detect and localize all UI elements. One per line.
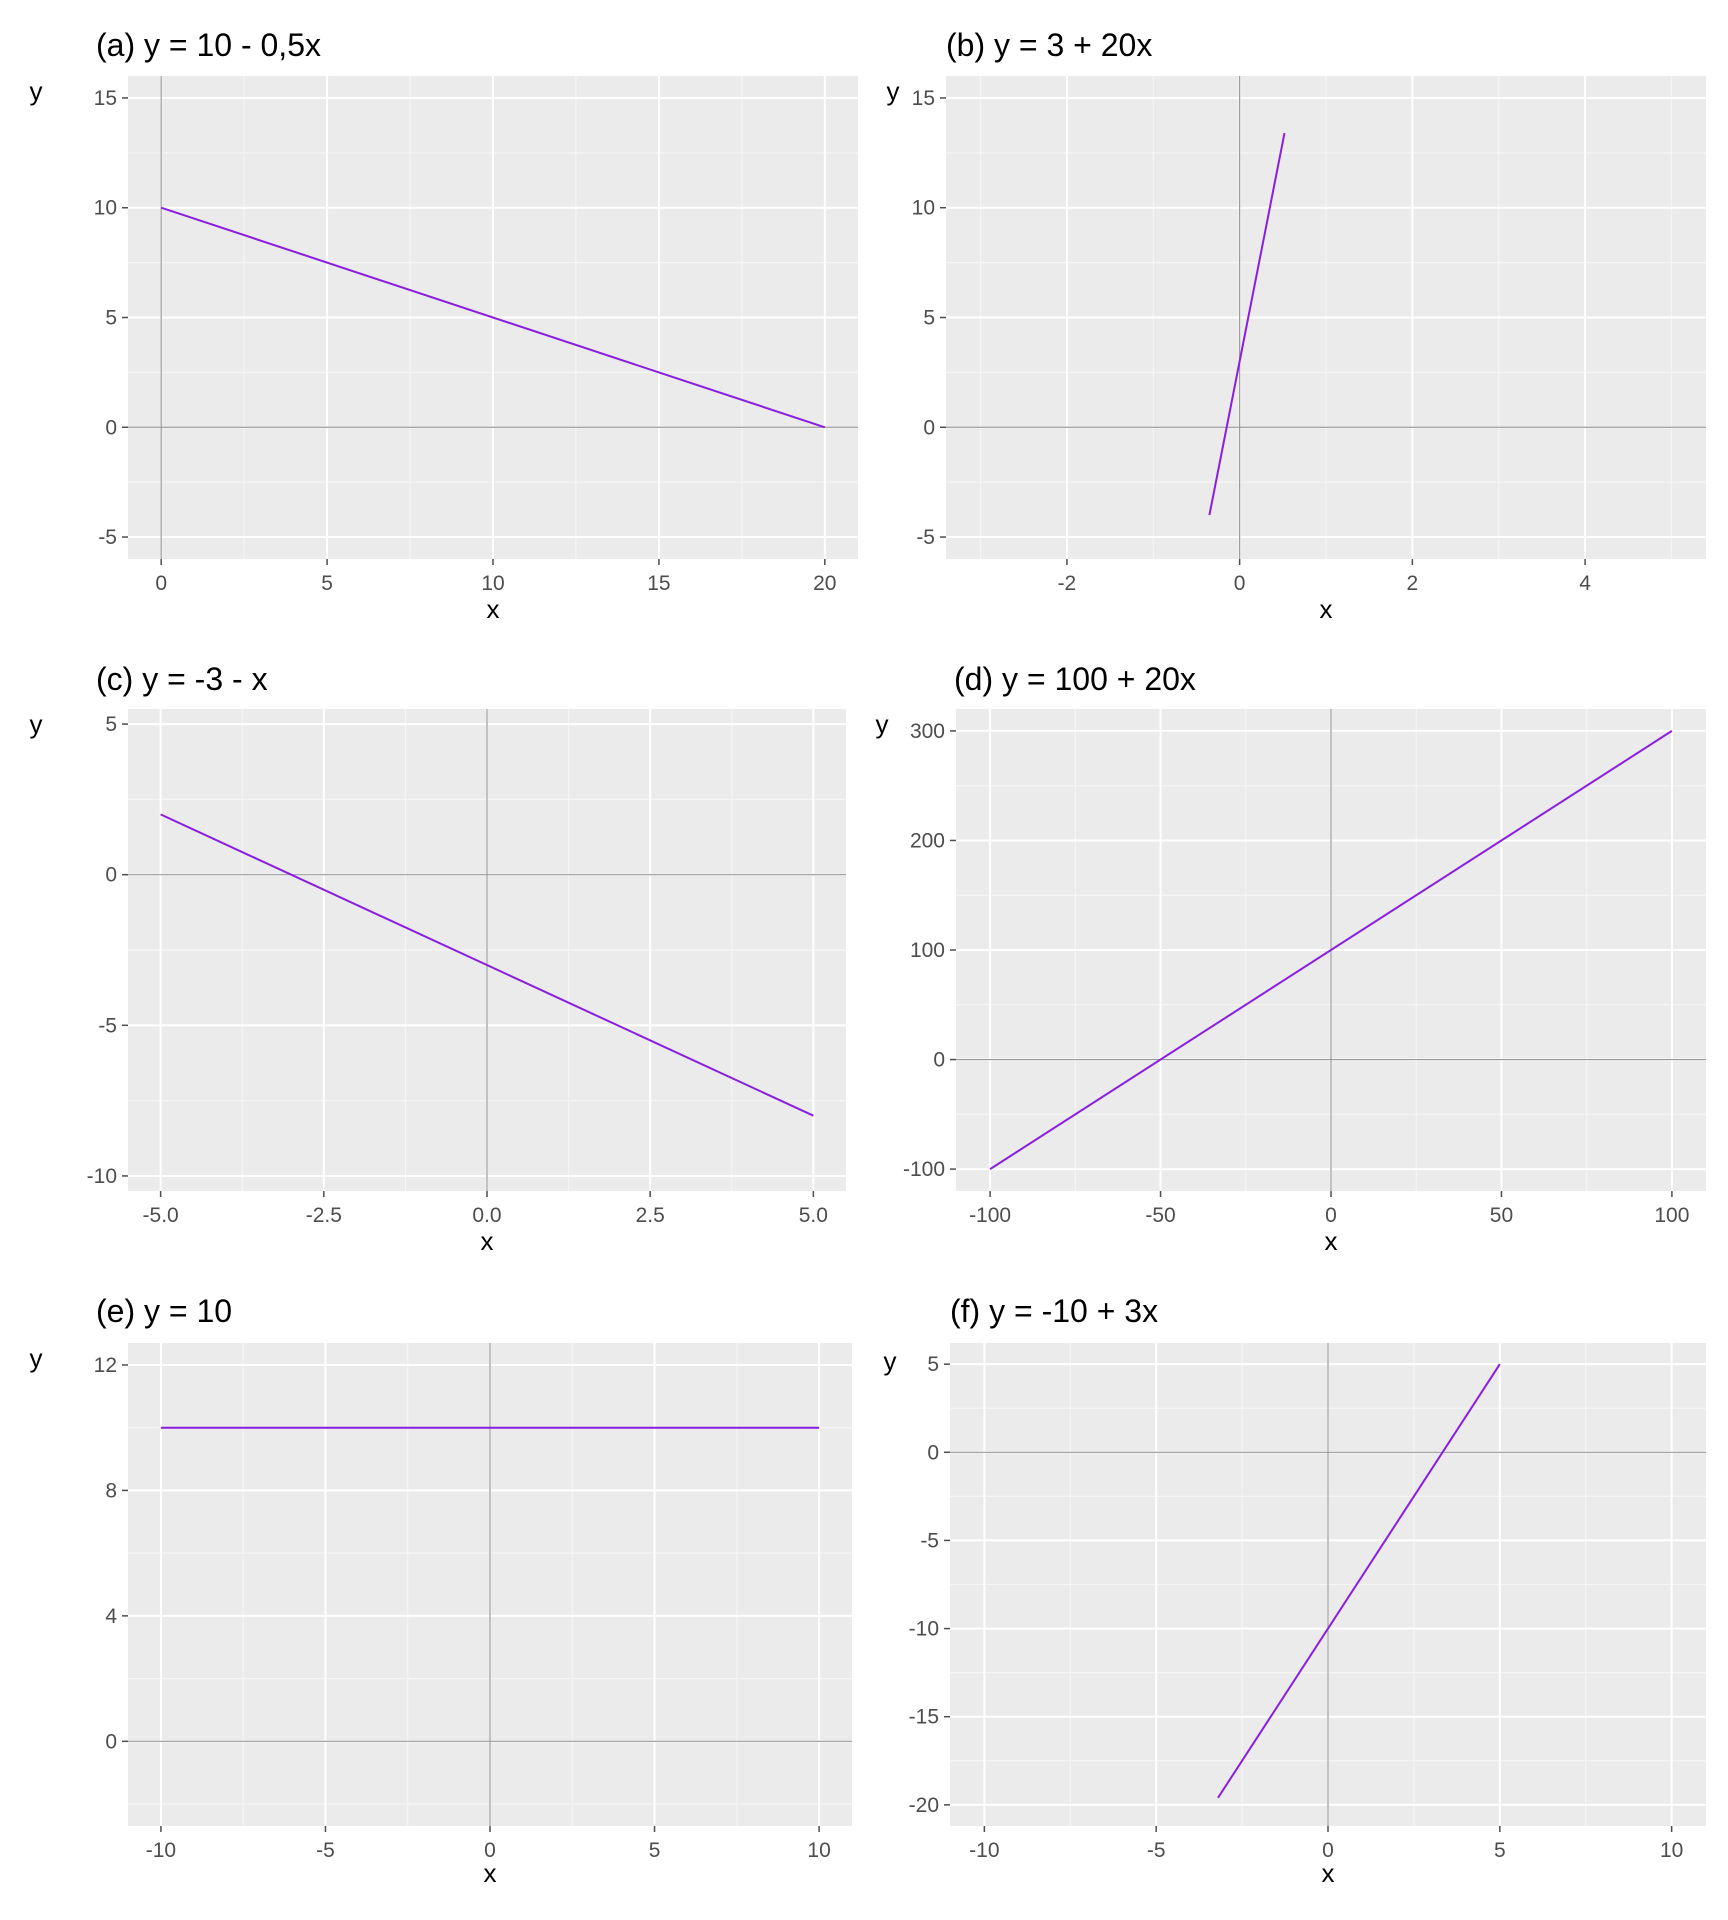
y-tick-label: 0 — [105, 1730, 117, 1753]
series-line — [1217, 1363, 1501, 1799]
y-tick-label: 10 — [912, 197, 935, 220]
y-tick-label: -10 — [87, 1165, 117, 1188]
series-line — [1208, 132, 1286, 516]
x-tick-label: -50 — [1145, 1204, 1175, 1227]
x-tick-label: 0 — [1234, 572, 1246, 595]
x-axis-label: x — [1320, 594, 1333, 624]
y-tick-label: 5 — [105, 713, 117, 736]
x-tick-label: 2.5 — [636, 1204, 665, 1227]
y-tick-label: -5 — [98, 1014, 117, 1037]
y-tick-label: -100 — [903, 1158, 945, 1181]
x-tick-label: 0 — [155, 572, 167, 595]
x-tick-label: -5 — [1147, 1839, 1166, 1862]
chart-panel: -100 -50 0 50 100 -100 0 100 200 300 (d) y = 100 +… — [876, 661, 1706, 1256]
x-tick-label: 5 — [649, 1839, 661, 1862]
y-tick-label: -15 — [909, 1706, 939, 1729]
x-axis-label: x — [1322, 1858, 1335, 1888]
x-axis-label: x — [481, 1226, 494, 1256]
y-tick-label: 8 — [105, 1479, 117, 1502]
y-tick-label: 12 — [94, 1354, 117, 1377]
x-tick-label: 4 — [1579, 572, 1591, 595]
chart-title: (d) y = 100 + 20x — [954, 661, 1196, 697]
x-tick-label: 5 — [321, 572, 333, 595]
x-tick-label: 0.0 — [472, 1204, 501, 1227]
x-tick-label: 0 — [1322, 1839, 1334, 1862]
x-tick-label: 2 — [1407, 572, 1419, 595]
y-tick-label: 0 — [105, 416, 117, 439]
y-tick-label: 0 — [927, 1441, 939, 1464]
x-tick-label: 10 — [807, 1839, 830, 1862]
y-tick-label: -20 — [909, 1794, 939, 1817]
x-axis-label: x — [1325, 1226, 1338, 1256]
x-tick-label: -5 — [316, 1839, 335, 1862]
y-tick-label: 100 — [910, 939, 945, 962]
series-line — [160, 206, 826, 429]
chart-panel: -2 0 2 4 -5 0 5 10 15 (b) y = 3 + 20x x y — [887, 27, 1706, 624]
series-line — [989, 730, 1673, 1170]
y-tick-label: -5 — [916, 526, 935, 549]
series-line — [160, 813, 814, 1117]
chart-title: (b) y = 3 + 20x — [946, 27, 1152, 63]
y-tick-label: -5 — [920, 1529, 939, 1552]
y-tick-label: 0 — [923, 416, 935, 439]
y-tick-label: 4 — [105, 1605, 117, 1628]
x-tick-label: 5.0 — [799, 1204, 828, 1227]
chart-title: (c) y = -3 - x — [96, 661, 268, 697]
y-tick-label: 0 — [105, 864, 117, 887]
y-axis-label: y — [30, 709, 43, 739]
chart-title: (f) y = -10 + 3x — [950, 1293, 1158, 1329]
x-tick-label: 100 — [1654, 1204, 1689, 1227]
y-tick-label: 15 — [94, 87, 117, 110]
y-tick-label: 5 — [923, 307, 935, 330]
x-tick-label: 5 — [1494, 1839, 1506, 1862]
y-axis-label: y — [876, 709, 889, 739]
y-tick-label: 10 — [94, 197, 117, 220]
y-tick-label: 200 — [910, 829, 945, 852]
chart-panel: -10 -5 0 5 10 -20 -15 -10 -5 0 5 (f) y = -10 + 3x x y — [884, 1293, 1706, 1888]
y-tick-label: 300 — [910, 720, 945, 743]
x-tick-label: 50 — [1490, 1204, 1513, 1227]
x-tick-label: 0 — [484, 1839, 496, 1862]
x-tick-label: 0 — [1325, 1204, 1337, 1227]
x-tick-label: 10 — [1660, 1839, 1683, 1862]
chart-panel: -5.0 -2.5 0.0 2.5 5.0 -10 -5 0 5 (c) y = -3 - x x y — [30, 661, 846, 1256]
y-axis-label: y — [30, 1343, 43, 1373]
x-tick-label: -2 — [1058, 572, 1077, 595]
x-tick-label: -100 — [969, 1204, 1011, 1227]
y-axis-label: y — [884, 1346, 897, 1376]
x-tick-label: -5.0 — [143, 1204, 179, 1227]
x-tick-label: 10 — [481, 572, 504, 595]
chart-title: (e) y = 10 — [96, 1293, 232, 1329]
y-axis-label: y — [30, 76, 43, 106]
x-tick-label: 20 — [813, 572, 836, 595]
x-tick-label: -10 — [969, 1839, 999, 1862]
y-axis-label: y — [887, 76, 900, 106]
y-tick-label: 0 — [933, 1049, 945, 1072]
x-tick-label: -2.5 — [306, 1204, 342, 1227]
x-axis-label: x — [487, 594, 500, 624]
y-tick-label: -10 — [909, 1618, 939, 1641]
y-tick-label: -5 — [98, 526, 117, 549]
x-tick-label: 15 — [647, 572, 670, 595]
chart-panel: 0 5 10 15 20 -5 0 5 10 15 (a) y = 10 - 0,5x x y — [30, 27, 858, 624]
x-axis-label: x — [484, 1858, 497, 1888]
x-tick-label: -10 — [146, 1839, 176, 1862]
chart-panel: -10 -5 0 5 10 0 4 8 12 (e) y = 10 x y — [30, 1293, 852, 1888]
y-tick-label: 15 — [912, 87, 935, 110]
y-tick-label: 5 — [927, 1353, 939, 1376]
y-tick-label: 5 — [105, 307, 117, 330]
chart-title: (a) y = 10 - 0,5x — [96, 27, 321, 63]
